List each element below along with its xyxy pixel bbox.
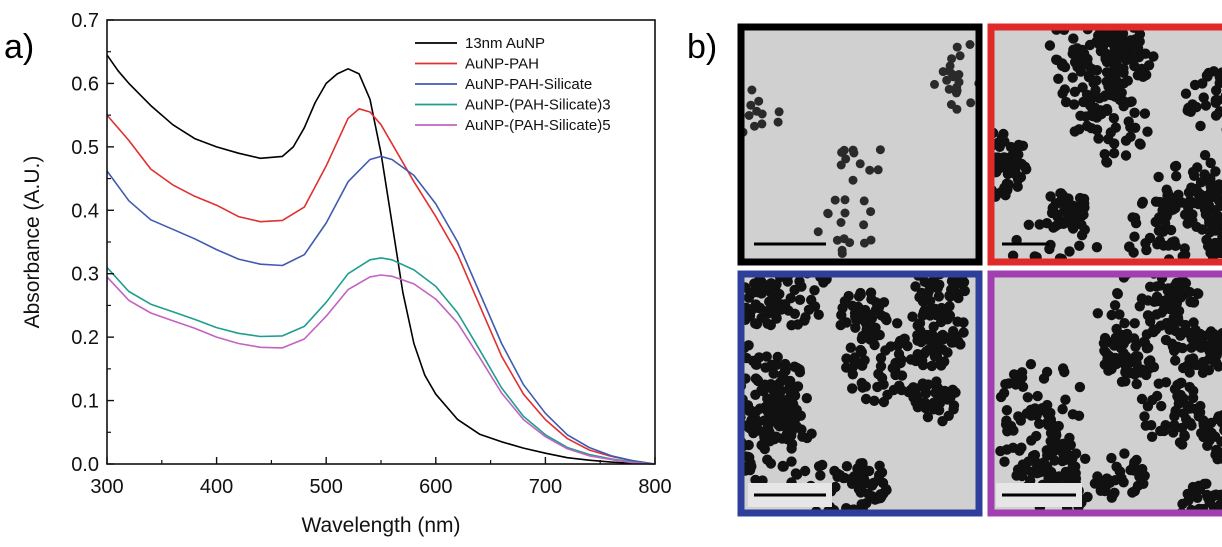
nanoparticles: [991, 27, 1222, 262]
y-tick-label: 0.2: [71, 327, 99, 349]
tem-micrograph-2: [987, 23, 1222, 266]
y-axis-title: Absorbance (A.U.): [21, 156, 44, 329]
series-line-2: [106, 108, 656, 465]
nanoparticles: [741, 274, 970, 513]
y-tick-label: 0.5: [71, 137, 99, 159]
series-line-3: [106, 155, 656, 465]
micrograph-frame: [737, 270, 983, 517]
y-tick-label: 0.6: [71, 73, 99, 95]
series-line-1: [106, 54, 656, 465]
y-tick-label: 0.1: [71, 391, 99, 413]
series-line-5: [106, 274, 656, 465]
tem-micrograph-1: [737, 23, 983, 266]
micrograph-frame: [737, 23, 983, 266]
legend-label-2: AuNP-PAH: [465, 56, 539, 73]
panel-b-label: b): [687, 28, 717, 66]
legend-label-3: AuNP-PAH-Silicate: [465, 76, 592, 93]
x-tick-label: 500: [310, 476, 343, 498]
x-tick-label: 800: [638, 476, 671, 498]
tem-micrograph-3: [737, 270, 983, 517]
series-line-4: [106, 257, 656, 465]
y-tick-label: 0.7: [71, 10, 99, 32]
nanoparticles: [741, 40, 979, 258]
y-tick-label: 0.0: [71, 454, 99, 476]
x-tick-label: 300: [90, 476, 123, 498]
legend: 13nm AuNP AuNP-PAH AuNP-PAH-Silicate AuNP-(…: [415, 35, 611, 134]
y-tick-label: 0.4: [71, 200, 99, 222]
legend-label-1: 13nm AuNP: [465, 35, 545, 52]
y-tick-label: 0.3: [71, 264, 99, 286]
legend-label-4: AuNP-(PAH-Silicate)3: [465, 97, 611, 114]
x-tick-label: 700: [529, 476, 562, 498]
x-tick-label: 600: [419, 476, 452, 498]
micrograph-frame: [987, 270, 1222, 517]
tem-micrographs: [737, 23, 1222, 517]
legend-label-5: AuNP-(PAH-Silicate)5: [465, 117, 611, 134]
absorbance-chart: 300 400 500 600 700 800 0.0 0.1 0.2 0.3 0.4 0.5 0.6 0…: [21, 10, 672, 537]
x-axis-title: Wavelength (nm): [301, 514, 460, 537]
panel-a-label: a): [4, 28, 34, 66]
series-layer: [106, 54, 656, 465]
x-tick-label: 400: [200, 476, 233, 498]
ticks-layer: 300 400 500 600 700 800 0.0 0.1 0.2 0.3 0.4 0.5 0.6 0…: [71, 10, 672, 498]
tem-micrograph-4: [987, 270, 1222, 517]
micrograph-frame: [987, 23, 1222, 266]
